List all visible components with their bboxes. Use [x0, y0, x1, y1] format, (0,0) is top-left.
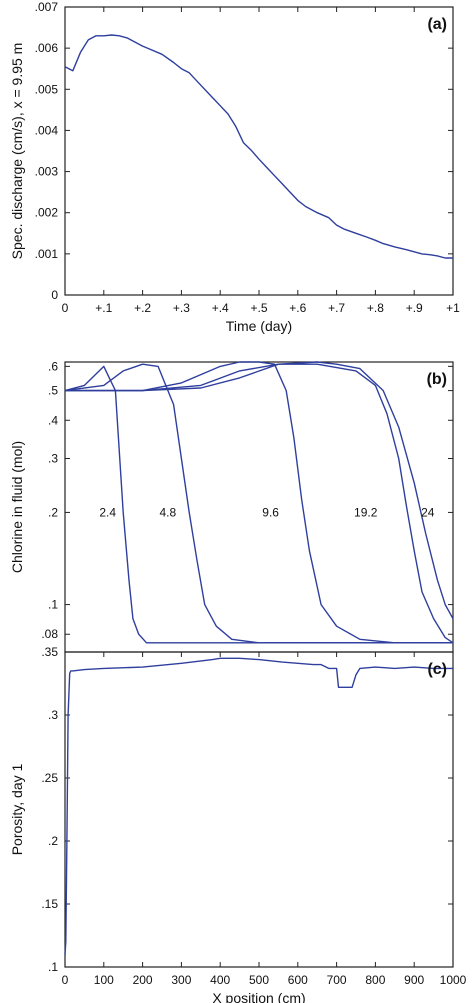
panel-c-xtick-label: 400: [210, 973, 230, 987]
panel-c: .1 .15 .2 .25 .3 .35 0 100 200 300 400 500 600 700 800…: [9, 645, 467, 1003]
panel-b-ytick-label: .08: [41, 627, 58, 641]
panel-b-curve-label: 24: [421, 505, 435, 519]
panel-a-xtick-label: +.8: [367, 301, 384, 315]
panel-c-ytick-label: .3: [48, 708, 58, 722]
panel-b-ytick-label: .6: [48, 359, 58, 373]
panel-b-series-line-2: [64, 363, 453, 644]
panel-a-xtick-label: +.6: [289, 301, 306, 315]
panel-b-ytick-label: .2: [48, 505, 58, 519]
panel-c-xtick-label: 100: [94, 973, 114, 987]
panel-b-ytick-label: .3: [48, 452, 58, 466]
panel-c-ylabel: Porosity, day 1: [9, 764, 25, 856]
panel-b-series-line-1: [64, 365, 453, 644]
panel-a-ytick-label: .002: [35, 206, 59, 220]
panel-a-xtick-label: +.2: [134, 301, 151, 315]
panel-b-curve-label: 9.6: [262, 505, 279, 519]
panel-c-xtick-label: 600: [288, 973, 308, 987]
panel-a-xlabel: Time (day): [226, 318, 292, 334]
panel-b-series-line-3: [65, 361, 453, 644]
panel-c-xlabel: X position (cm): [212, 990, 305, 1003]
panel-b-curve-label: 2.4: [99, 505, 116, 519]
panel-a-xtick-label: 0: [62, 301, 69, 315]
panel-a-xtick-label: +.7: [328, 301, 345, 315]
panel-c-xtick-label: 800: [365, 973, 385, 987]
panel-c-xtick-label: 500: [249, 973, 269, 987]
panel-b-letter: (b): [427, 371, 447, 388]
panel-a: 0 .001 .002 .003 .004 .005 .006 .007 0 +.1 +.2 +.3 +…: [9, 0, 460, 334]
panel-a-xtick-label: +1: [446, 301, 460, 315]
panel-a-xtick-label: +.3: [173, 301, 190, 315]
panel-a-ytick-label: .001: [35, 247, 59, 261]
panel-a-xtick-label: +.1: [95, 301, 112, 315]
panel-a-ylabel: Spec. discharge (cm/s), x = 9.95 m: [9, 43, 25, 260]
panel-c-xtick-label: 1000: [440, 973, 467, 987]
panel-a-ytick-label: .004: [35, 123, 59, 137]
panel-a-ytick-label: .005: [35, 82, 59, 96]
panel-c-xtick-label: 200: [133, 973, 153, 987]
panel-a-ytick-label: .006: [35, 41, 59, 55]
panel-a-letter: (a): [427, 16, 447, 33]
panel-a-xtick-label: +.5: [250, 301, 267, 315]
panel-c-xtick-label: 300: [171, 973, 191, 987]
panel-b-series-line-5: [65, 361, 454, 619]
panel-b-ytick-label: .4: [48, 413, 58, 427]
panel-c-xtick-label: 900: [404, 973, 424, 987]
panel-b: .08 .1 .2 .3 .4 .5 .6 2.4 4.8 9.6 19.2 24 (b) Chlorin…: [9, 359, 454, 653]
panel-a-ytick-label: 0: [51, 288, 58, 302]
panel-c-ytick-label: .1: [48, 960, 58, 974]
panel-c-xtick-label: 700: [327, 973, 347, 987]
panel-c-series-line-1: [64, 657, 453, 955]
panel-c-ytick-label: .35: [41, 645, 58, 659]
panel-c-ytick-label: .2: [48, 834, 58, 848]
panel-c-ytick-label: .25: [41, 771, 58, 785]
panel-b-ytick-label: .5: [48, 384, 58, 398]
panel-c-frame: [64, 651, 454, 968]
panel-c-xtick-label: 0: [62, 973, 69, 987]
panel-a-ytick-label: .007: [35, 0, 59, 14]
panel-a-xtick-label: +.9: [406, 301, 423, 315]
panel-c-letter: (c): [427, 661, 447, 678]
panel-b-ylabel: Chlorine in fluid (mol): [9, 441, 25, 573]
panel-a-ytick-label: .003: [35, 165, 59, 179]
panel-b-series-line-4: [65, 363, 454, 644]
panel-b-ytick-label: .1: [48, 598, 58, 612]
panel-a-frame: [64, 6, 454, 296]
panel-b-curve-label: 4.8: [159, 505, 176, 519]
panel-a-xtick-label: +.4: [212, 301, 229, 315]
panel-b-curve-label: 19.2: [354, 505, 378, 519]
panel-c-ytick-label: .15: [41, 897, 58, 911]
panel-a-series-line-1: [64, 34, 453, 259]
